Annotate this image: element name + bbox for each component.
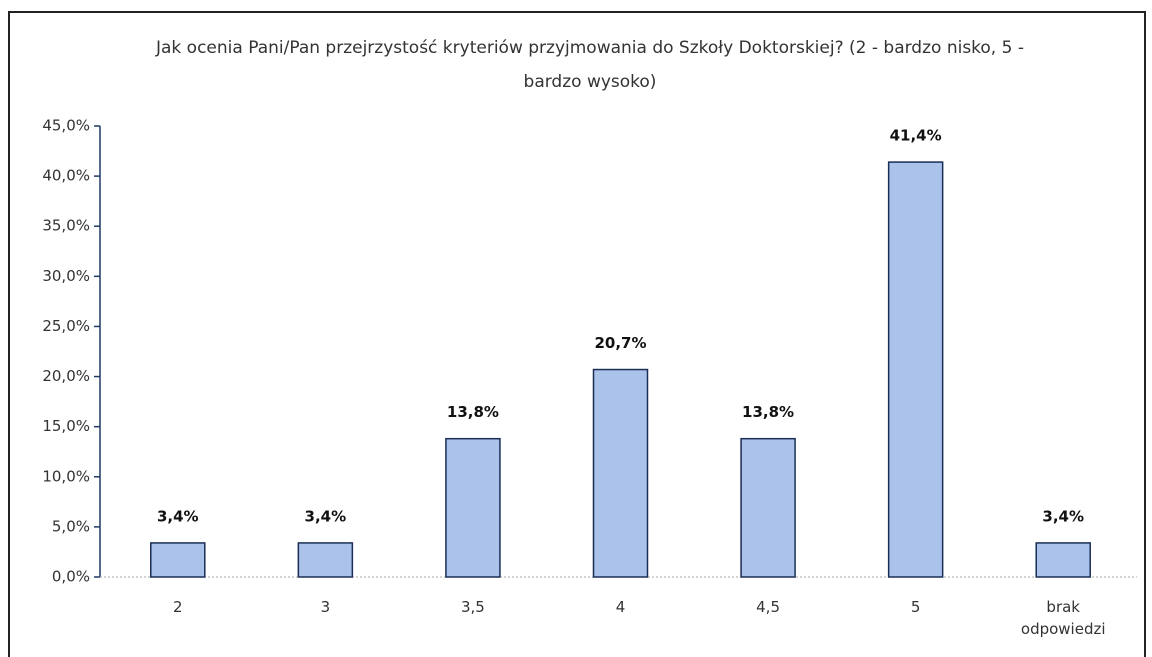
y-tick-label: 0,0% bbox=[52, 568, 90, 586]
y-tick-label: 25,0% bbox=[42, 317, 90, 335]
x-tick-label: brak odpowiedzi bbox=[1021, 598, 1106, 638]
y-tick-label: 30,0% bbox=[42, 267, 90, 285]
y-tick-label: 5,0% bbox=[52, 517, 90, 535]
bar bbox=[1035, 542, 1091, 578]
bar bbox=[887, 161, 944, 578]
chart-title: Jak ocenia Pani/Pan przejrzystość kryter… bbox=[155, 38, 1024, 92]
x-tick-label: 2 bbox=[173, 598, 183, 616]
x-tick-label: 3,5 bbox=[461, 598, 485, 616]
y-tick-label: 45,0% bbox=[42, 117, 90, 135]
value-label: 3,4% bbox=[1042, 507, 1084, 525]
x-tick-label: 4 bbox=[616, 598, 626, 616]
value-label: 20,7% bbox=[594, 334, 646, 352]
bar bbox=[445, 437, 501, 578]
bar bbox=[592, 368, 649, 578]
bar bbox=[150, 542, 206, 578]
value-label: 3,4% bbox=[305, 507, 347, 525]
value-label: 13,8% bbox=[742, 403, 794, 421]
bar bbox=[297, 542, 354, 578]
x-tick-label: 4,5 bbox=[756, 598, 780, 616]
x-tick-label: 3 bbox=[321, 598, 331, 616]
value-label: 41,4% bbox=[890, 127, 942, 145]
y-tick-label: 20,0% bbox=[42, 367, 90, 385]
value-label: 13,8% bbox=[447, 403, 499, 421]
y-tick-label: 35,0% bbox=[42, 217, 90, 235]
y-tick-label: 10,0% bbox=[42, 467, 90, 485]
y-tick-label: 15,0% bbox=[42, 417, 90, 435]
bar bbox=[740, 437, 796, 578]
value-label: 3,4% bbox=[157, 507, 199, 525]
x-tick-label: 5 bbox=[911, 598, 921, 616]
y-tick-label: 40,0% bbox=[42, 167, 90, 185]
